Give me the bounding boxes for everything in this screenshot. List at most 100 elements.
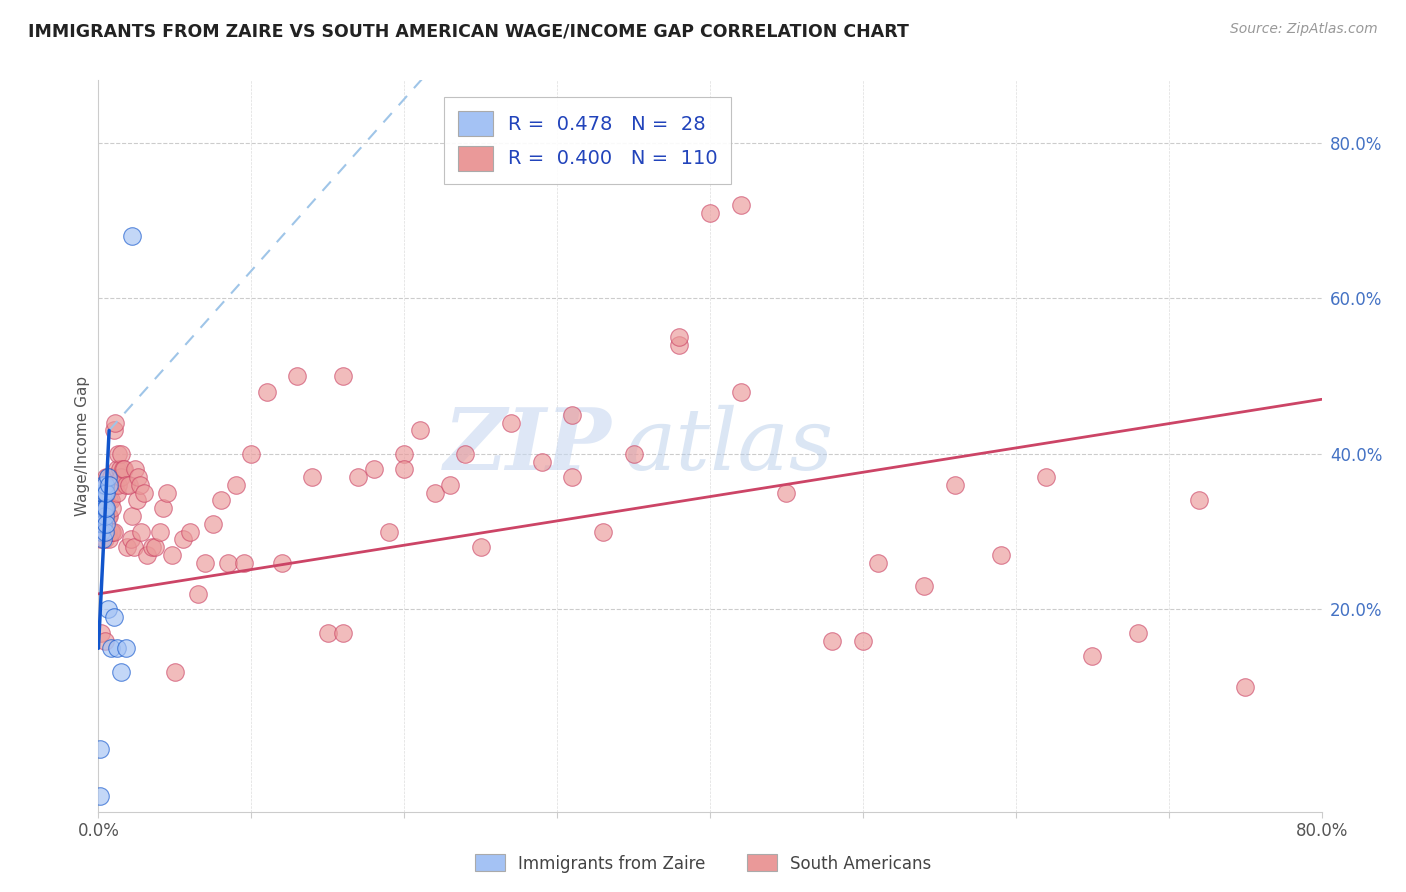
Point [100,470,122,484]
Point [209,493,232,508]
Point [775,485,797,500]
Point [93,509,115,524]
Point [217,556,239,570]
Point [392,447,416,461]
Point [1188,493,1211,508]
Point [93,509,115,524]
Point [187,587,209,601]
Point [110,665,132,679]
Point [423,485,446,500]
Point [115,641,138,656]
Point [668,338,690,352]
Point [97,509,120,524]
Point [90,501,112,516]
Point [256,384,278,399]
Point [990,548,1012,562]
Point [97,470,120,484]
Point [104,416,127,430]
Point [128,478,150,492]
Point [90,524,112,539]
Point [561,408,583,422]
Point [98,493,121,508]
Point [112,462,135,476]
Point [868,556,890,570]
Point [124,462,146,476]
Point [94,509,117,524]
Point [91,501,114,516]
Point [699,205,721,219]
Point [454,447,477,461]
Point [141,540,163,554]
Point [104,478,127,492]
Point [94,493,117,508]
Point [108,462,131,476]
Point [408,424,430,438]
Point [561,470,583,484]
Point [111,462,134,476]
Point [91,516,114,531]
Point [363,462,385,476]
Point [943,478,966,492]
Point [163,665,186,679]
Point [117,540,139,554]
Point [332,368,354,383]
Point [93,524,115,539]
Text: atlas: atlas [624,405,834,487]
Point [378,524,401,539]
Point [101,524,124,539]
Point [101,501,124,516]
Point [103,424,125,438]
Point [623,447,645,461]
Point [121,228,143,243]
Point [100,641,122,656]
Point [100,493,122,508]
Point [91,516,114,531]
Point [121,509,143,524]
Point [316,625,339,640]
Point [301,470,323,484]
Point [110,470,132,484]
Point [94,501,117,516]
Point [105,485,128,500]
Point [93,633,115,648]
Point [105,641,128,656]
Text: IMMIGRANTS FROM ZAIRE VS SOUTH AMERICAN WAGE/INCOME GAP CORRELATION CHART: IMMIGRANTS FROM ZAIRE VS SOUTH AMERICAN … [28,22,910,40]
Point [97,470,120,484]
Point [90,485,112,500]
Text: Source: ZipAtlas.com: Source: ZipAtlas.com [1230,22,1378,37]
Point [152,501,174,516]
Point [90,509,112,524]
Point [93,501,115,516]
Point [668,330,690,344]
Point [89,742,111,756]
Point [240,447,263,461]
Point [101,478,124,492]
Point [179,524,201,539]
Point [115,478,138,492]
Point [821,633,844,648]
Point [122,540,145,554]
Point [730,198,752,212]
Point [94,516,117,531]
Point [89,789,111,804]
Point [107,447,129,461]
Point [1128,625,1150,640]
Point [91,478,114,492]
Point [912,579,935,593]
Point [1081,649,1104,664]
Point [91,524,114,539]
Point [107,478,129,492]
Point [285,368,308,383]
Point [270,556,292,570]
Point [97,602,120,616]
Point [332,625,354,640]
Point [93,478,115,492]
Point [89,524,111,539]
Point [125,493,148,508]
Point [852,633,875,648]
Point [392,462,416,476]
Point [129,524,152,539]
Point [93,485,115,500]
Y-axis label: Wage/Income Gap: Wage/Income Gap [75,376,90,516]
Point [160,548,183,562]
